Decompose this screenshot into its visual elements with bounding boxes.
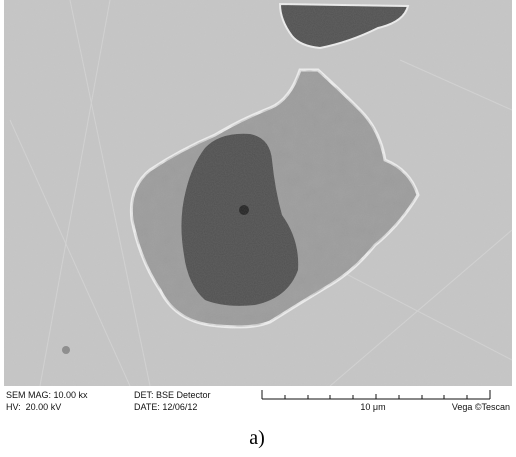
info-bar: SEM MAG: 10.00 kx DET: BSE Detector HV: … — [4, 386, 512, 412]
brand: Vega ©Tescan — [452, 402, 510, 412]
voltage: HV: 20.00 kV — [6, 402, 61, 412]
figure: SEM MAG: 10.00 kx DET: BSE Detector HV: … — [0, 0, 516, 452]
detector: DET: BSE Detector — [134, 390, 211, 400]
date: DATE: 12/06/12 — [134, 402, 197, 412]
page: SEM MAG: 10.00 kx DET: BSE Detector HV: … — [0, 0, 516, 452]
magnification: SEM MAG: 10.00 kx — [6, 390, 88, 400]
micrograph — [4, 0, 512, 386]
grain — [4, 0, 512, 386]
caption: a) — [249, 427, 265, 449]
scale-label: 10 μm — [360, 402, 385, 412]
